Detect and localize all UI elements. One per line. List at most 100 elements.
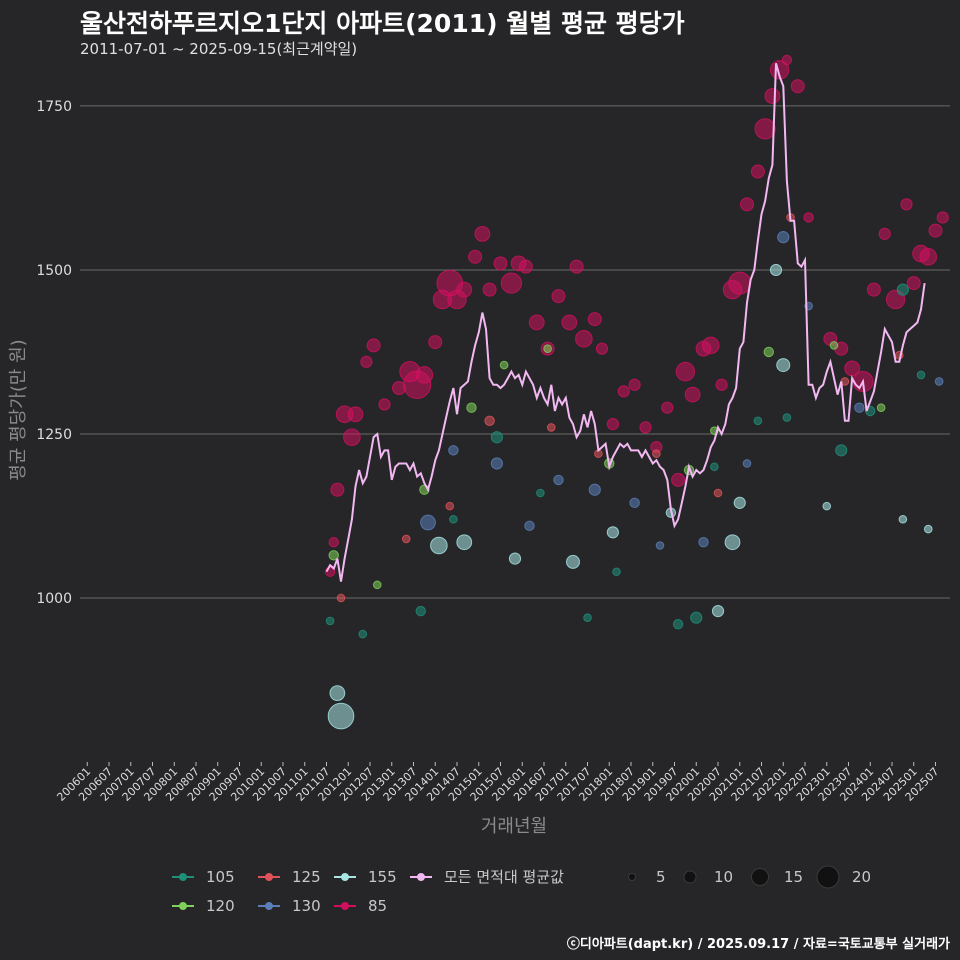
point-155 bbox=[898, 514, 908, 524]
legend-label-avg: 모든 면적대 평균값 bbox=[444, 868, 564, 886]
legend-dot-120 bbox=[179, 902, 187, 910]
legend-label-130: 130 bbox=[292, 897, 321, 915]
point-85 bbox=[456, 281, 473, 298]
point-120 bbox=[763, 346, 774, 358]
point-130 bbox=[490, 457, 503, 470]
point-130 bbox=[629, 497, 640, 509]
point-105 bbox=[896, 283, 909, 296]
point-120 bbox=[876, 403, 886, 413]
x-axis-ticks: 2006012006072007012007072008012008072009… bbox=[54, 762, 942, 804]
point-85 bbox=[764, 88, 781, 104]
point-155 bbox=[327, 702, 355, 730]
point-105 bbox=[753, 416, 763, 426]
legend-size-circle bbox=[816, 865, 840, 889]
point-105 bbox=[325, 616, 335, 626]
point-105 bbox=[916, 370, 926, 380]
point-125 bbox=[546, 423, 556, 432]
average-line bbox=[325, 63, 926, 582]
point-85 bbox=[561, 314, 578, 331]
point-85 bbox=[551, 289, 566, 304]
point-120 bbox=[466, 402, 477, 413]
point-85 bbox=[587, 312, 602, 327]
point-105 bbox=[835, 444, 848, 457]
point-85 bbox=[671, 472, 686, 487]
point-85 bbox=[906, 276, 921, 291]
point-85 bbox=[347, 406, 364, 423]
point-85 bbox=[639, 421, 652, 434]
y-axis-label: 평균 평당가(만 원) bbox=[8, 339, 29, 480]
point-155 bbox=[329, 685, 346, 702]
point-155 bbox=[566, 554, 580, 569]
point-120 bbox=[372, 580, 382, 590]
point-155 bbox=[430, 536, 448, 555]
point-85 bbox=[528, 314, 545, 331]
point-85 bbox=[740, 197, 754, 212]
legend-dot-125 bbox=[265, 873, 273, 881]
legend-size-circle bbox=[750, 867, 770, 887]
point-85 bbox=[595, 342, 609, 355]
point-85 bbox=[474, 225, 491, 242]
legend-size-circle bbox=[627, 872, 637, 882]
point-130 bbox=[655, 541, 665, 550]
point-85 bbox=[803, 212, 814, 223]
point-85 bbox=[675, 361, 696, 382]
point-155 bbox=[711, 605, 725, 618]
point-155 bbox=[733, 496, 746, 509]
legend-dot-155 bbox=[341, 873, 349, 881]
point-130 bbox=[777, 231, 790, 244]
point-155 bbox=[923, 524, 933, 534]
legend-label-120: 120 bbox=[206, 897, 235, 915]
point-85 bbox=[569, 259, 584, 274]
point-130 bbox=[588, 483, 601, 496]
point-130 bbox=[698, 537, 709, 548]
point-85 bbox=[900, 198, 913, 211]
legend-size-label: 20 bbox=[852, 868, 871, 886]
point-130 bbox=[854, 402, 865, 413]
point-85 bbox=[684, 386, 701, 403]
y-tick-label: 1250 bbox=[36, 427, 72, 443]
legend-size-label: 10 bbox=[714, 868, 733, 886]
credit-footer: ⓒ디아파트(dapt.kr) / 2025.09.17 / 자료=국토교통부 실… bbox=[566, 937, 950, 952]
point-85 bbox=[754, 118, 776, 140]
point-105 bbox=[710, 462, 719, 472]
point-85 bbox=[493, 256, 508, 271]
point-85 bbox=[343, 428, 361, 447]
point-85 bbox=[330, 482, 345, 497]
point-85 bbox=[482, 282, 497, 297]
point-130 bbox=[524, 520, 535, 532]
point-105 bbox=[782, 413, 792, 422]
point-85 bbox=[328, 537, 339, 548]
point-155 bbox=[776, 358, 791, 373]
point-130 bbox=[553, 474, 564, 486]
legend-size-circle bbox=[683, 870, 697, 884]
point-105 bbox=[536, 488, 545, 498]
point-155 bbox=[724, 534, 741, 551]
point-125 bbox=[336, 593, 346, 603]
point-105 bbox=[415, 605, 426, 617]
point-105 bbox=[690, 611, 703, 624]
point-85 bbox=[781, 54, 793, 66]
point-85 bbox=[575, 330, 593, 348]
legend-label-155: 155 bbox=[368, 868, 397, 886]
point-85 bbox=[866, 282, 881, 297]
point-155 bbox=[456, 534, 473, 551]
point-130 bbox=[934, 377, 944, 386]
point-125 bbox=[445, 501, 455, 511]
y-tick-label: 1500 bbox=[36, 263, 72, 279]
point-85 bbox=[378, 398, 391, 411]
legend-size-label: 15 bbox=[784, 868, 803, 886]
point-125 bbox=[713, 488, 723, 498]
grid-lines bbox=[80, 105, 950, 599]
point-105 bbox=[449, 514, 458, 524]
legend-dot-85 bbox=[341, 902, 349, 910]
y-tick-label: 1750 bbox=[36, 99, 72, 115]
point-85 bbox=[919, 248, 938, 266]
point-155 bbox=[606, 526, 619, 539]
point-85 bbox=[628, 378, 641, 391]
point-130 bbox=[742, 459, 752, 468]
point-125 bbox=[652, 449, 661, 458]
point-85 bbox=[844, 360, 861, 377]
legend-dot-130 bbox=[265, 902, 273, 910]
y-tick-label: 1000 bbox=[36, 591, 72, 607]
